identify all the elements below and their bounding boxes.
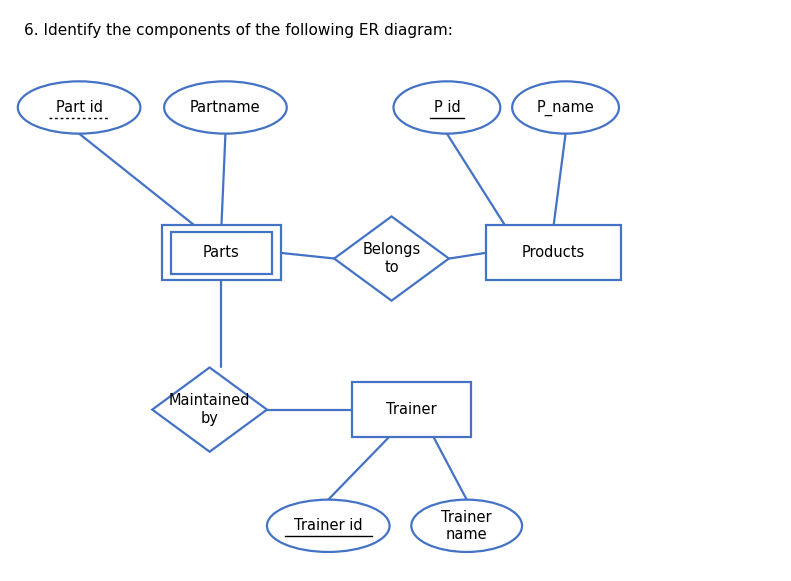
Ellipse shape (267, 500, 390, 552)
Text: Trainer
name: Trainer name (441, 510, 492, 542)
Bar (171, 232, 272, 274)
Text: P_name: P_name (536, 99, 595, 116)
Ellipse shape (18, 81, 141, 134)
Text: 6. Identify the components of the following ER diagram:: 6. Identify the components of the follow… (24, 23, 452, 38)
Ellipse shape (513, 81, 619, 134)
Text: Maintained
by: Maintained by (168, 393, 251, 426)
Text: Trainer id: Trainer id (294, 518, 362, 533)
Ellipse shape (394, 81, 500, 134)
Text: Products: Products (522, 245, 585, 260)
Bar (352, 382, 471, 437)
Text: Partname: Partname (190, 100, 261, 115)
Polygon shape (153, 368, 267, 452)
Ellipse shape (411, 500, 522, 552)
Ellipse shape (164, 81, 286, 134)
Bar (162, 225, 281, 281)
Text: Parts: Parts (203, 245, 240, 260)
Text: Belongs
to: Belongs to (362, 242, 421, 275)
Polygon shape (335, 216, 449, 300)
Text: Part id: Part id (55, 100, 103, 115)
Bar (486, 225, 621, 281)
Text: Trainer: Trainer (386, 402, 437, 417)
Text: P id: P id (433, 100, 460, 115)
